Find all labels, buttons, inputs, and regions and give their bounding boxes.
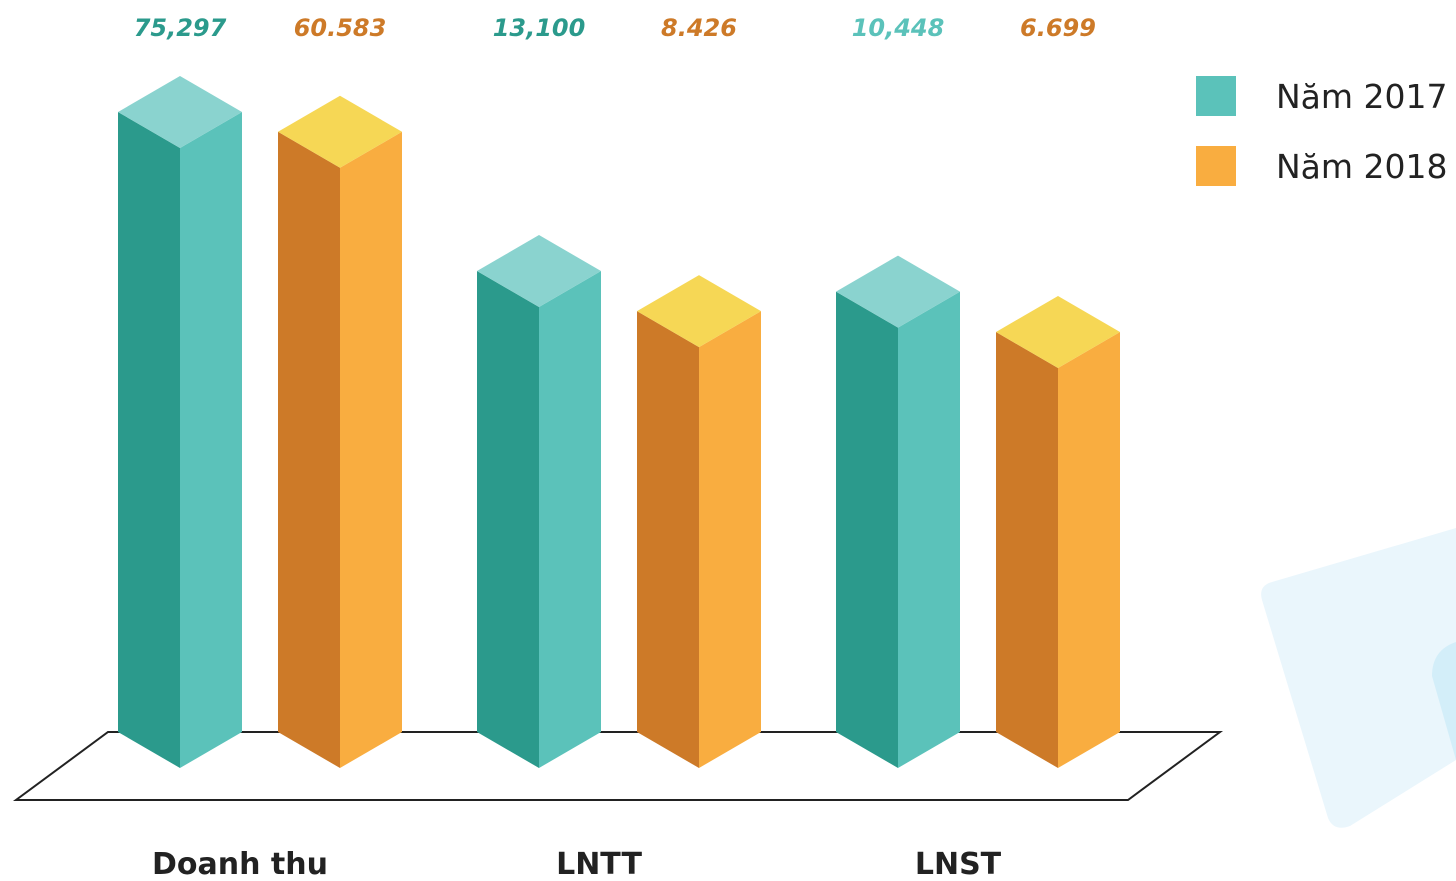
bar-front-face	[699, 311, 761, 768]
bar-top-face	[996, 296, 1120, 368]
bar-front-face	[1058, 332, 1120, 768]
background-card	[1261, 528, 1456, 828]
bar-top-face	[836, 255, 960, 328]
bar-top-face	[278, 95, 402, 168]
bar-side-face	[637, 311, 699, 768]
bar-lnst-1	[836, 255, 960, 768]
bar-side-face	[477, 271, 539, 768]
bar-doanh-thu-2	[278, 95, 402, 768]
value-label: 75,297	[134, 14, 227, 42]
legend-label: Năm 2017	[1276, 77, 1448, 116]
bars	[118, 76, 1120, 768]
category-labels: Doanh thu LNTT LNST	[152, 847, 1002, 881]
legend-swatch	[1196, 76, 1236, 116]
legend-label: Năm 2018	[1276, 147, 1448, 186]
bar-front-face	[340, 131, 402, 768]
bar-doanh-thu-1	[118, 76, 242, 768]
category-label: LNTT	[556, 847, 642, 881]
value-labels: 75,297 60.583 13,100 8.426 10,448 6.699	[134, 14, 1096, 42]
bar-top-face	[477, 235, 601, 308]
value-label: 6.699	[1020, 14, 1096, 42]
category-label: LNST	[915, 847, 1002, 881]
bar-front-face	[180, 112, 242, 768]
value-label: 10,448	[852, 14, 945, 42]
bar-lnst-2	[996, 296, 1120, 768]
bar-top-face	[637, 275, 761, 348]
bar-lntt-2	[637, 275, 761, 768]
legend-swatch	[1196, 146, 1236, 186]
category-label: Doanh thu	[152, 847, 328, 881]
bar-top-face	[118, 76, 242, 148]
legend: Năm 2017 Năm 2018	[1196, 76, 1448, 186]
bar-side-face	[278, 131, 340, 768]
value-label: 60.583	[294, 14, 387, 42]
background-card-accent	[1432, 642, 1456, 760]
bar-side-face	[996, 332, 1058, 768]
bar-front-face	[898, 291, 960, 768]
bar-side-face	[836, 291, 898, 768]
bar-front-face	[539, 271, 601, 768]
value-label: 8.426	[661, 14, 737, 42]
bar-side-face	[118, 112, 180, 768]
bar-lntt-1	[477, 235, 601, 768]
background-decoration	[1261, 528, 1456, 828]
value-label: 13,100	[493, 14, 586, 42]
